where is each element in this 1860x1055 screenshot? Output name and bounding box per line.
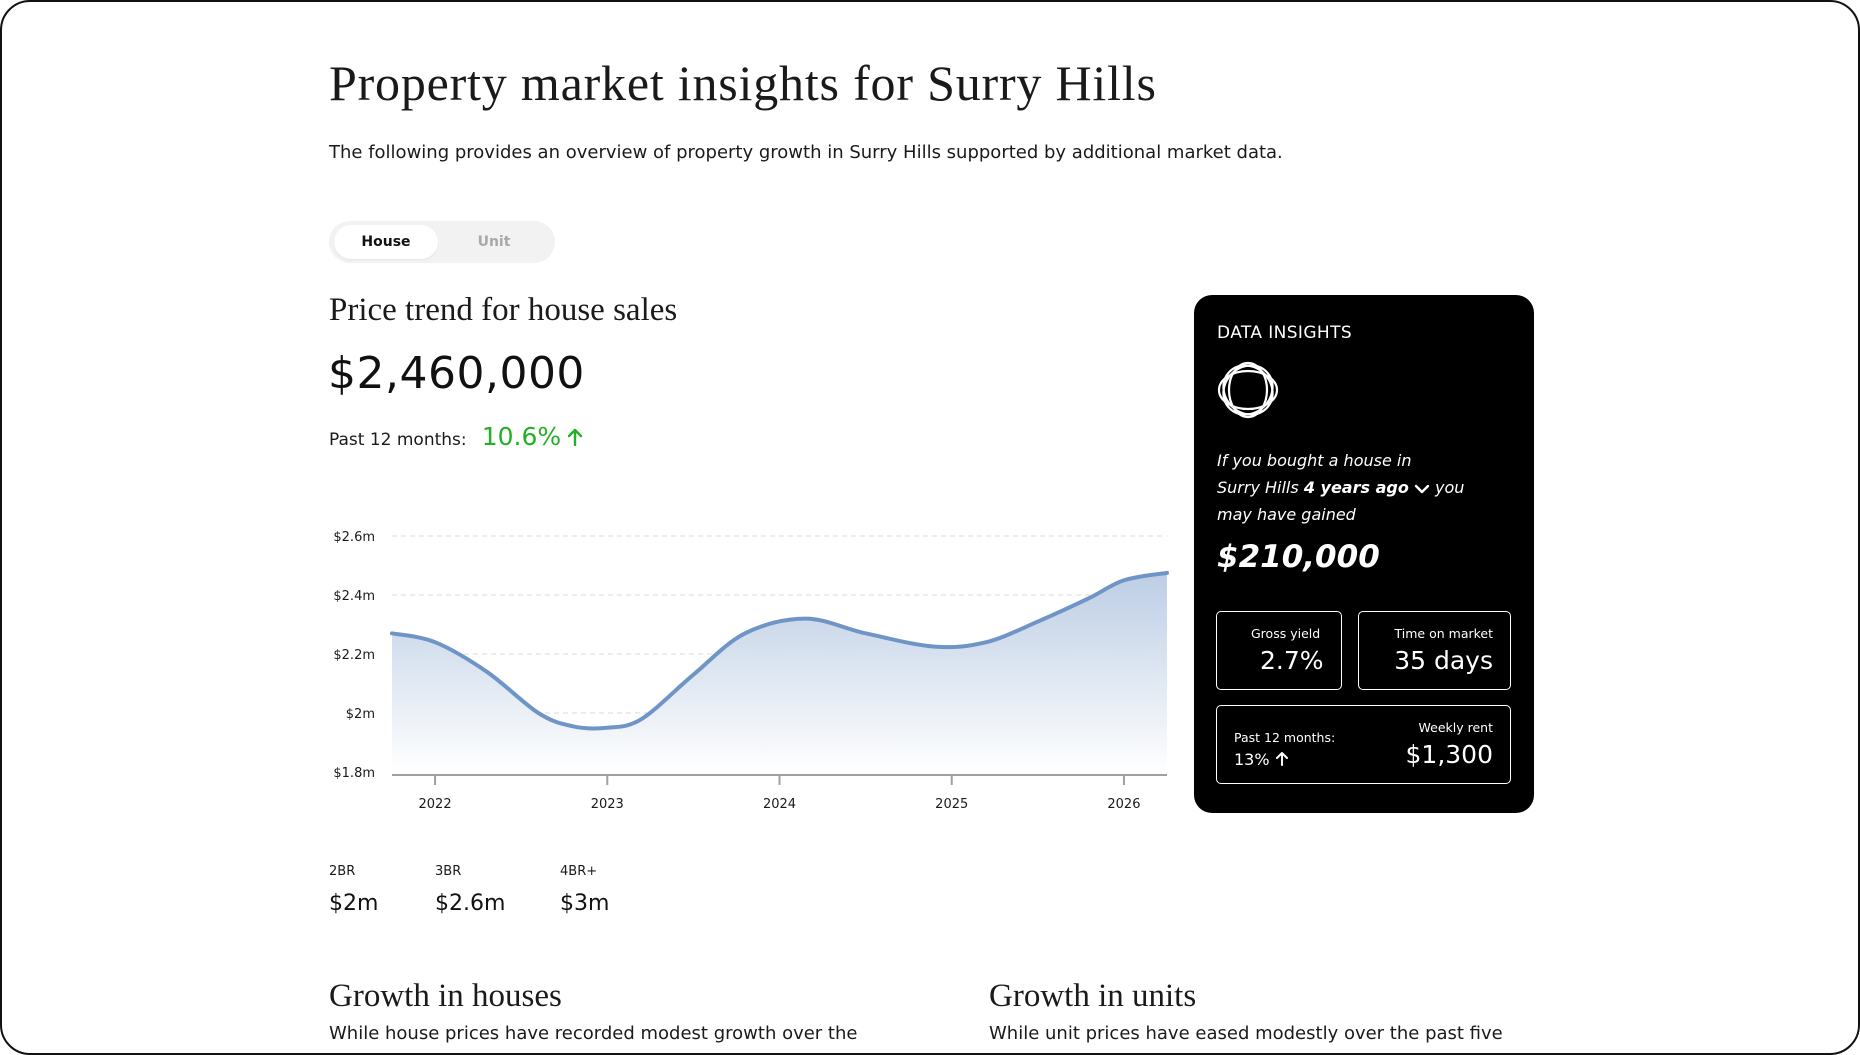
gross-yield-box: Gross yield 2.7% [1216,611,1342,690]
period-select[interactable]: 4 years ago [1303,478,1409,497]
time-on-market-value: 35 days [1394,646,1493,675]
insights-line1: If you bought a house in [1217,451,1412,470]
chevron-down-icon[interactable] [1414,483,1430,495]
rent-change-row: 13% [1234,750,1289,769]
growth-units-title: Growth in units [989,978,1197,1014]
weekly-rent-value: $1,300 [1405,740,1493,769]
time-on-market-box: Time on market 35 days [1358,611,1511,690]
bedroom-price-2br: 2BR $2m [329,864,378,916]
growth-houses-text: While house prices have recorded modest … [329,1023,858,1044]
insights-sentence: If you bought a house in Surry Hills 4 y… [1217,447,1507,528]
insights-line2-suffix: you [1435,478,1465,497]
growth-units-text: While unit prices have eased modestly ov… [989,1023,1503,1044]
arrow-up-icon [1275,752,1288,766]
bedroom-price-4br: 4BR+ $3m [560,864,609,916]
price-line [390,570,1169,731]
toggle-house[interactable]: House [334,225,438,259]
bedroom-value: $3m [560,891,610,916]
rent-change-value: 13% [1234,750,1270,769]
price-trend-chart: $2.6m $2.4m $2.2m $2m $1.8m 2022 2023 2024 2025 2… [333,530,1169,812]
gross-yield-value: 2.7% [1260,646,1324,675]
weekly-rent-label: Weekly rent [1418,720,1493,735]
median-price: $2,460,000 [328,348,585,399]
gross-yield-label: Gross yield [1251,626,1321,641]
x-tick-label: 2026 [1107,797,1140,812]
y-tick-label: $1.8m [333,766,375,781]
y-tick-label: $2.4m [333,589,375,604]
toggle-unit[interactable]: Unit [477,234,511,250]
rent-change-label: Past 12 months: [1234,730,1336,745]
data-insights-card: DATA INSIGHTS If you bought a house in S… [1194,295,1534,813]
y-tick-label: $2.2m [333,648,375,663]
insights-gain-value: $210,000 [1217,539,1380,575]
y-tick-label: $2m [346,707,375,722]
price-change-value: 10.6% [481,422,562,451]
growth-houses-title: Growth in houses [329,978,562,1014]
page-title: Property market insights for Surry Hills [329,55,1157,111]
x-tick-label: 2022 [419,797,452,812]
time-on-market-label: Time on market [1394,626,1493,641]
arrow-up-icon [568,428,583,447]
bedroom-label: 2BR [329,864,356,879]
bedroom-value: $2m [329,891,379,916]
y-tick-label: $2.6m [333,530,375,545]
page-subtitle: The following provides an overview of pr… [329,142,1283,163]
property-type-toggle: House Unit [329,221,555,263]
x-tick-label: 2023 [591,797,624,812]
x-tick-label: 2024 [763,797,796,812]
insights-suburb: Surry Hills [1217,478,1299,497]
price-trend-title: Price trend for house sales [329,292,678,328]
insights-heading: DATA INSIGHTS [1217,323,1353,343]
price-change-row: Past 12 months: 10.6% [329,422,584,451]
insights-line3: may have gained [1217,505,1356,524]
price-change-label: Past 12 months: [329,430,467,450]
x-tick-label: 2025 [935,797,968,812]
insights-logo-icon [1217,361,1279,419]
bedroom-value: $2.6m [435,891,506,916]
weekly-rent-box: Past 12 months: 13% Weekly rent $1,300 [1216,705,1511,784]
price-area [392,572,1167,774]
bedroom-label: 3BR [435,864,462,879]
bedroom-price-3br: 3BR $2.6m [435,864,505,916]
bedroom-label: 4BR+ [560,864,598,879]
